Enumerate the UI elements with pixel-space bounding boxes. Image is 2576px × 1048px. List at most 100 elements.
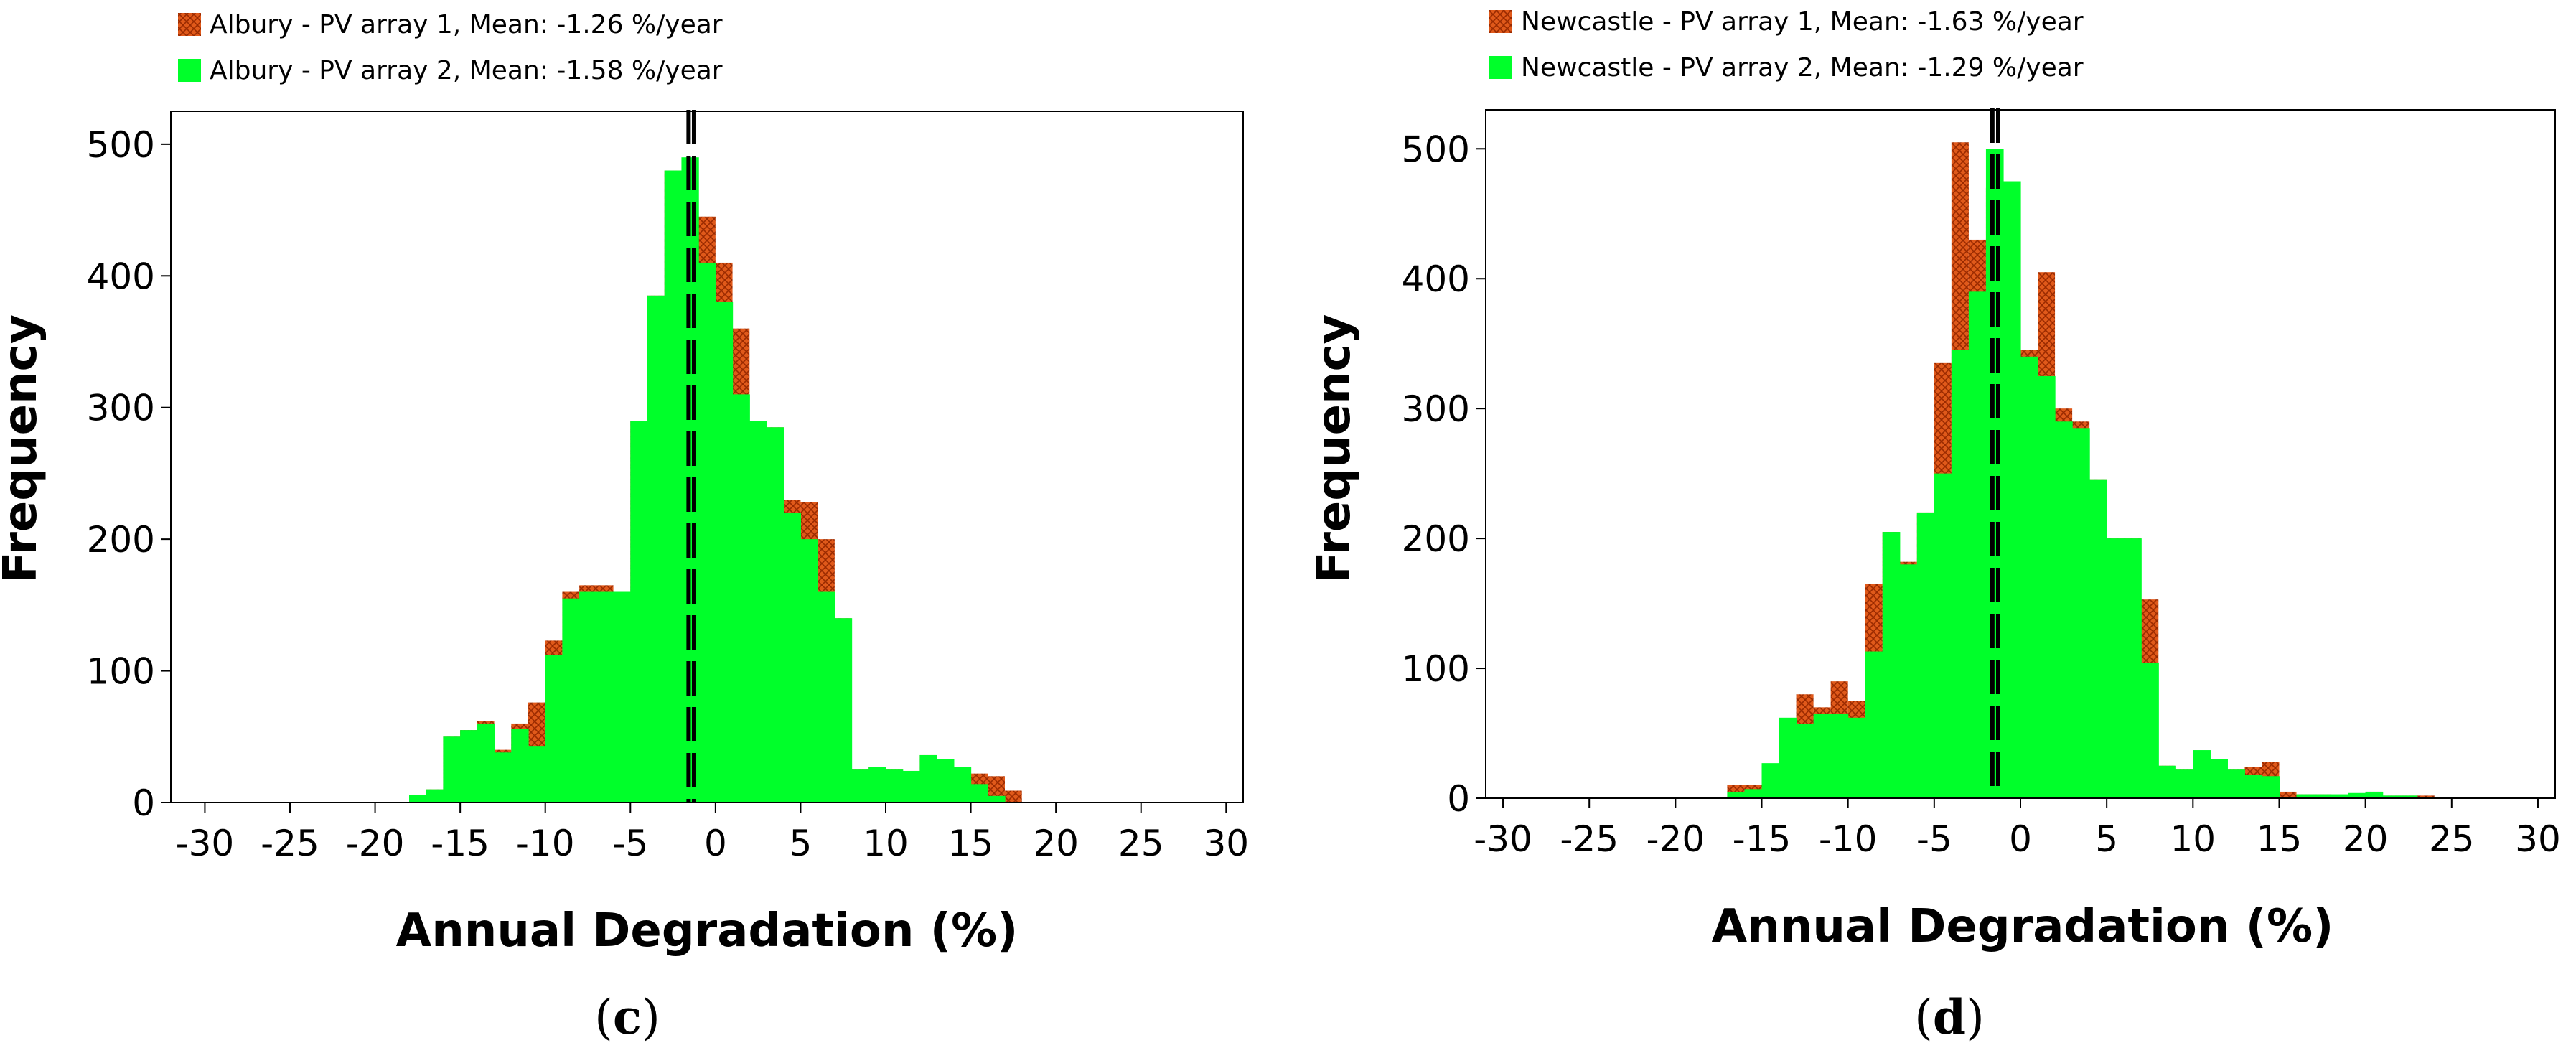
- bar-array-2: [2038, 375, 2056, 798]
- x-tick-label: 25: [2429, 818, 2475, 860]
- bar-array-2: [937, 759, 955, 803]
- x-tick-label: 30: [1203, 823, 1249, 864]
- x-tick-label: 15: [2257, 818, 2303, 860]
- y-tick-label: 200: [1402, 518, 1470, 560]
- bar-array-2: [1761, 763, 1780, 798]
- x-tick-label: -10: [1819, 818, 1878, 860]
- bar-array-2: [1916, 512, 1935, 798]
- bar-array-2: [2158, 765, 2176, 798]
- x-tick-label: 10: [2170, 818, 2216, 860]
- bar-array-2: [2089, 479, 2107, 798]
- legend-label-array-1: Albury - PV array 1, Mean: -1.26 %/year: [210, 10, 723, 39]
- x-tick-label: 0: [2009, 818, 2032, 860]
- x-tick-label: -30: [1474, 818, 1532, 860]
- x-tick-label: -15: [431, 823, 490, 864]
- legend: Newcastle - PV array 1, Mean: -1.63 %/ye…: [1489, 7, 2084, 83]
- bar-array-2: [1744, 789, 1763, 798]
- bar-array-2: [2331, 794, 2349, 798]
- bar-array-2: [818, 591, 835, 803]
- bar-array-2: [1727, 791, 1746, 798]
- mean-lines: [686, 110, 696, 803]
- bar-array-2: [919, 754, 937, 803]
- bar-array-2: [2193, 750, 2211, 798]
- y-tick-label: 100: [87, 651, 155, 693]
- y-tick-label: 0: [1447, 778, 1470, 820]
- panel-label: (c): [594, 989, 660, 1045]
- x-tick-label: 5: [790, 823, 812, 864]
- bar-array-2: [1899, 564, 1918, 798]
- bar-array-2: [1951, 350, 1970, 799]
- bar-array-2: [494, 752, 512, 803]
- bar-array-2: [868, 767, 886, 803]
- bar-array-2: [953, 767, 972, 803]
- y-tick-label: 400: [1402, 258, 1470, 300]
- bar-array-2: [1934, 473, 1952, 798]
- bar-array-2: [545, 655, 563, 803]
- x-tick-label: 30: [2515, 818, 2561, 860]
- chart-panel-d: Newcastle - PV array 1, Mean: -1.63 %/ye…: [1308, 7, 2561, 1045]
- bar-array-2: [1882, 532, 1901, 798]
- legend-swatch-array-1: [178, 13, 201, 36]
- bar-array-2: [2210, 759, 2228, 798]
- bar-array-2: [630, 421, 648, 803]
- bar-array-2: [1985, 149, 2004, 798]
- x-tick-label: -20: [346, 823, 405, 864]
- bar-array-2: [2175, 769, 2193, 798]
- legend-swatch-array-2: [178, 59, 201, 82]
- y-tick-label: 0: [132, 782, 155, 824]
- y-axis-ticks: 0 100 200 300 400 500: [87, 124, 171, 824]
- panel-label: (d): [1914, 989, 1985, 1045]
- bar-array-2: [851, 769, 869, 803]
- bar-array-2: [2124, 538, 2142, 798]
- bar-array-2: [1865, 651, 1883, 798]
- y-axis-title: Frequency: [0, 314, 47, 584]
- bar-array-2: [2382, 795, 2401, 798]
- bar-array-2: [2020, 356, 2038, 798]
- bar-array-2: [834, 618, 853, 803]
- bar-array-2: [732, 394, 750, 803]
- bar-array-2: [443, 736, 461, 803]
- bar-array-2: [664, 170, 683, 803]
- legend-swatch-array-2: [1489, 56, 1512, 79]
- x-tick-label: 20: [2343, 818, 2389, 860]
- x-tick-label: -30: [176, 823, 235, 864]
- histogram-bars: [409, 157, 1022, 803]
- legend-label-array-2: Newcastle - PV array 2, Mean: -1.29 %/ye…: [1521, 53, 2084, 83]
- bar-array-2: [579, 591, 597, 803]
- y-tick-label: 500: [1402, 128, 1470, 170]
- x-axis-ticks: -30 -25 -20 -15 -10 -5 0 5 10 15 20 25 30: [176, 803, 1249, 864]
- bar-array-2: [2055, 421, 2073, 798]
- bar-array-2: [715, 301, 734, 803]
- bar-array-2: [698, 262, 716, 803]
- bar-array-2: [426, 789, 444, 803]
- bar-array-2: [511, 729, 529, 803]
- legend: Albury - PV array 1, Mean: -1.26 %/year …: [178, 10, 723, 85]
- bar-array-2: [1847, 717, 1866, 798]
- bar-array-2: [2107, 538, 2125, 798]
- x-tick-label: -15: [1733, 818, 1792, 860]
- y-tick-label: 400: [87, 256, 155, 297]
- x-tick-label: -10: [516, 823, 575, 864]
- x-tick-label: -25: [1560, 818, 1619, 860]
- bar-array-2: [2365, 791, 2384, 798]
- x-tick-label: 20: [1033, 823, 1079, 864]
- bar-array-1: [2417, 795, 2435, 798]
- y-tick-label: 500: [87, 124, 155, 166]
- y-axis-title: Frequency: [1308, 314, 1361, 584]
- x-axis-title: Annual Degradation (%): [396, 904, 1018, 958]
- bar-array-1: [1005, 790, 1022, 803]
- bar-array-2: [528, 746, 546, 803]
- y-tick-label: 200: [87, 519, 155, 561]
- bar-array-2: [1968, 291, 1987, 798]
- y-tick-label: 300: [1402, 388, 1470, 430]
- y-axis-ticks: 0 100 200 300 400 500: [1402, 128, 1486, 820]
- bar-array-2: [800, 539, 818, 803]
- bar-array-2: [783, 513, 802, 803]
- bar-array-2: [2244, 775, 2263, 798]
- x-tick-label: -25: [261, 823, 319, 864]
- x-tick-label: 5: [2095, 818, 2118, 860]
- y-tick-label: 100: [1402, 648, 1470, 690]
- bar-array-2: [886, 769, 904, 803]
- x-tick-label: -5: [1916, 818, 1952, 860]
